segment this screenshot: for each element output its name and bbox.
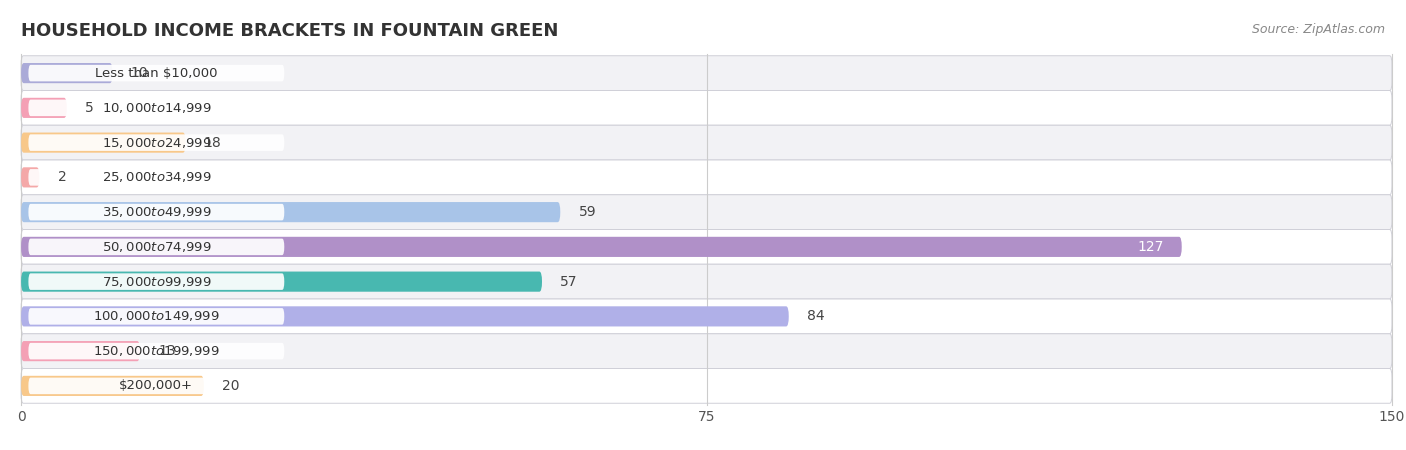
FancyBboxPatch shape [21,63,112,83]
Text: Source: ZipAtlas.com: Source: ZipAtlas.com [1251,22,1385,36]
FancyBboxPatch shape [21,306,789,326]
FancyBboxPatch shape [28,204,284,220]
Text: 18: 18 [204,135,222,149]
FancyBboxPatch shape [21,237,1182,257]
FancyBboxPatch shape [21,56,1392,90]
Text: $10,000 to $14,999: $10,000 to $14,999 [101,101,211,115]
FancyBboxPatch shape [21,369,1392,403]
Text: $150,000 to $199,999: $150,000 to $199,999 [93,344,219,358]
Text: 5: 5 [86,101,94,115]
Text: 10: 10 [131,66,149,80]
FancyBboxPatch shape [21,264,1392,299]
Text: 13: 13 [159,344,176,358]
FancyBboxPatch shape [21,90,1392,125]
FancyBboxPatch shape [21,167,39,188]
FancyBboxPatch shape [21,125,1392,160]
Text: 127: 127 [1137,240,1164,254]
Text: 20: 20 [222,379,239,393]
Text: 2: 2 [58,171,66,184]
FancyBboxPatch shape [28,343,284,360]
FancyBboxPatch shape [28,169,284,186]
Text: $35,000 to $49,999: $35,000 to $49,999 [101,205,211,219]
Text: Less than $10,000: Less than $10,000 [96,67,218,80]
FancyBboxPatch shape [21,202,561,222]
Text: 84: 84 [807,310,825,324]
Text: $200,000+: $200,000+ [120,379,194,392]
FancyBboxPatch shape [28,99,284,116]
FancyBboxPatch shape [21,230,1392,264]
FancyBboxPatch shape [21,271,543,292]
FancyBboxPatch shape [21,98,67,118]
Text: HOUSEHOLD INCOME BRACKETS IN FOUNTAIN GREEN: HOUSEHOLD INCOME BRACKETS IN FOUNTAIN GR… [21,22,558,40]
FancyBboxPatch shape [21,334,1392,369]
Text: $75,000 to $99,999: $75,000 to $99,999 [101,274,211,288]
FancyBboxPatch shape [28,308,284,324]
FancyBboxPatch shape [28,65,284,81]
FancyBboxPatch shape [28,135,284,151]
Text: $100,000 to $149,999: $100,000 to $149,999 [93,310,219,324]
FancyBboxPatch shape [21,160,1392,195]
FancyBboxPatch shape [28,238,284,255]
Text: $15,000 to $24,999: $15,000 to $24,999 [101,135,211,149]
FancyBboxPatch shape [21,299,1392,334]
FancyBboxPatch shape [28,273,284,290]
FancyBboxPatch shape [21,376,204,396]
Text: 59: 59 [579,205,596,219]
Text: $50,000 to $74,999: $50,000 to $74,999 [101,240,211,254]
FancyBboxPatch shape [21,341,141,361]
FancyBboxPatch shape [21,195,1392,230]
FancyBboxPatch shape [21,133,186,153]
FancyBboxPatch shape [28,378,284,394]
Text: $25,000 to $34,999: $25,000 to $34,999 [101,171,211,184]
Text: 57: 57 [561,274,578,288]
